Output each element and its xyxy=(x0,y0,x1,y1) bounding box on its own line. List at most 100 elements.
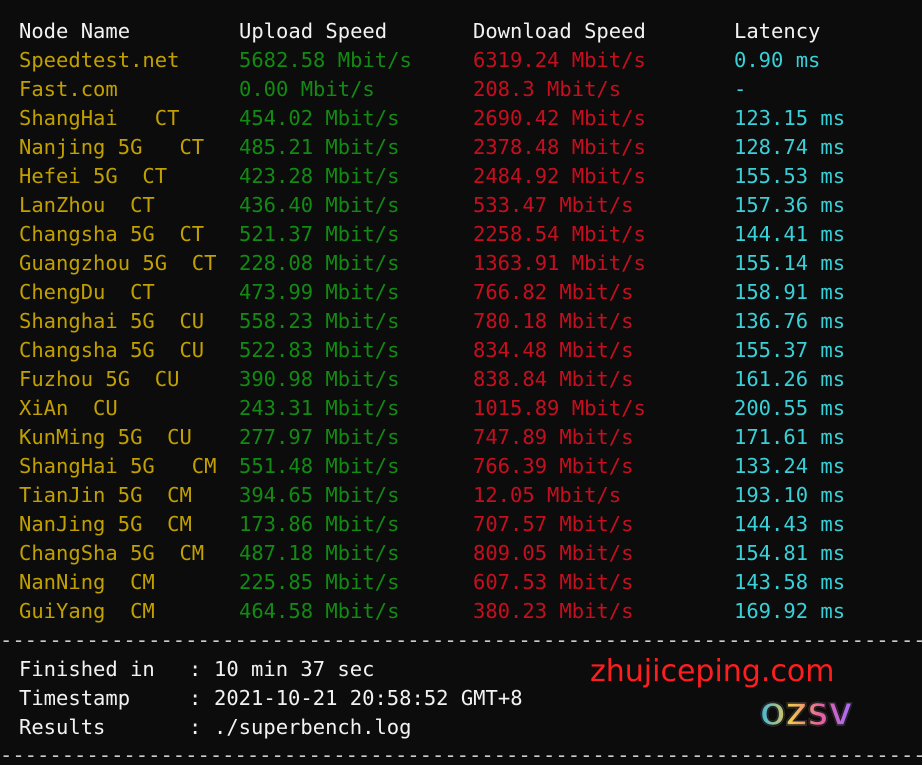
table-row: ShangHai CT 454.02 Mbit/s 2690.42 Mbit/s 12… xyxy=(0,104,922,133)
table-row: Changsha 5G CT 521.37 Mbit/s 2258.54 Mbit/… xyxy=(0,220,922,249)
table-row: XiAn CU 243.31 Mbit/s 1015.89 Mbit/s 200.55… xyxy=(0,394,922,423)
node-name: Guangzhou 5G CT xyxy=(19,251,217,275)
node-name: Nanjing 5G CT xyxy=(19,135,205,159)
latency: 158.91 ms xyxy=(734,280,846,304)
upload-speed: 485.21 Mbit/s xyxy=(239,135,400,159)
node-name: ShangHai 5G CM xyxy=(19,454,217,478)
upload-speed: 173.86 Mbit/s xyxy=(239,512,400,536)
upload-speed: 243.31 Mbit/s xyxy=(239,396,400,420)
node-name: Changsha 5G CU xyxy=(19,338,205,362)
download-speed: 208.3 Mbit/s xyxy=(473,77,622,101)
latency: 0.90 ms xyxy=(734,48,821,72)
table-row: LanZhou CT 436.40 Mbit/s 533.47 Mbit/s 157.… xyxy=(0,191,922,220)
download-speed: 2690.42 Mbit/s xyxy=(473,106,646,130)
latency: 200.55 ms xyxy=(734,396,846,420)
download-speed: 834.48 Mbit/s xyxy=(473,338,634,362)
upload-speed: 0.00 Mbit/s xyxy=(239,77,375,101)
latency: 133.24 ms xyxy=(734,454,846,478)
latency: 155.37 ms xyxy=(734,338,846,362)
table-row: Fast.com 0.00 Mbit/s 208.3 Mbit/s - xyxy=(0,75,922,104)
download-speed: 607.53 Mbit/s xyxy=(473,570,634,594)
latency: 154.81 ms xyxy=(734,541,846,565)
header-download-speed: Download Speed xyxy=(473,19,646,43)
summary-row: Results: ./superbench.log xyxy=(0,713,580,742)
download-speed: 809.05 Mbit/s xyxy=(473,541,634,565)
node-name: XiAn CU xyxy=(19,396,118,420)
download-speed: 780.18 Mbit/s xyxy=(473,309,634,333)
upload-speed: 225.85 Mbit/s xyxy=(239,570,400,594)
download-speed: 533.47 Mbit/s xyxy=(473,193,634,217)
upload-speed: 473.99 Mbit/s xyxy=(239,280,400,304)
node-name: Shanghai 5G CU xyxy=(19,309,205,333)
download-speed: 838.84 Mbit/s xyxy=(473,367,634,391)
ozsv-logo: OZSV xyxy=(759,697,853,734)
header-upload-speed: Upload Speed xyxy=(239,19,388,43)
upload-speed: 558.23 Mbit/s xyxy=(239,309,400,333)
node-name: GuiYang CM xyxy=(19,599,155,623)
latency: 136.76 ms xyxy=(734,309,846,333)
download-speed: 2258.54 Mbit/s xyxy=(473,222,646,246)
upload-speed: 423.28 Mbit/s xyxy=(239,164,400,188)
node-name: KunMing 5G CU xyxy=(19,425,192,449)
summary-label: Finished in xyxy=(19,657,155,681)
table-row: Speedtest.net 5682.58 Mbit/s 6319.24 Mbit/… xyxy=(0,46,922,75)
summary-separator: : xyxy=(189,715,202,739)
watermark-text: zhujiceping.com xyxy=(590,654,835,689)
node-name: ShangHai CT xyxy=(19,106,180,130)
download-speed: 766.82 Mbit/s xyxy=(473,280,634,304)
summary-label: Timestamp xyxy=(19,686,131,710)
summary-separator: : xyxy=(189,686,202,710)
download-speed: 1363.91 Mbit/s xyxy=(473,251,646,275)
divider: ----------------------------------------… xyxy=(0,745,922,765)
upload-speed: 521.37 Mbit/s xyxy=(239,222,400,246)
latency: 123.15 ms xyxy=(734,106,846,130)
node-name: NanNing CM xyxy=(19,570,155,594)
latency: 161.26 ms xyxy=(734,367,846,391)
download-speed: 2484.92 Mbit/s xyxy=(473,164,646,188)
summary-value: ./superbench.log xyxy=(214,715,412,739)
table-row: Nanjing 5G CT 485.21 Mbit/s 2378.48 Mbit/s… xyxy=(0,133,922,162)
summary-row: Finished in:10 min 37 sec xyxy=(0,655,580,684)
table-row: KunMing 5G CU 277.97 Mbit/s 747.89 Mbit/s 1… xyxy=(0,423,922,452)
latency: 193.10 ms xyxy=(734,483,846,507)
table-row: Changsha 5G CU 522.83 Mbit/s 834.48 Mbit/s… xyxy=(0,336,922,365)
node-name: Fast.com xyxy=(19,77,118,101)
upload-speed: 390.98 Mbit/s xyxy=(239,367,400,391)
table-row: Hefei 5G CT 423.28 Mbit/s 2484.92 Mbit/s 15… xyxy=(0,162,922,191)
table-row: ChengDu CT 473.99 Mbit/s 766.82 Mbit/s 158.… xyxy=(0,278,922,307)
latency: 155.53 ms xyxy=(734,164,846,188)
upload-speed: 228.08 Mbit/s xyxy=(239,251,400,275)
upload-speed: 5682.58 Mbit/s xyxy=(239,48,412,72)
summary-row: Timestamp:2021-10-21 20:58:52 GMT+8 xyxy=(0,684,580,713)
latency: 157.36 ms xyxy=(734,193,846,217)
latency: 144.41 ms xyxy=(734,222,846,246)
download-speed: 707.57 Mbit/s xyxy=(473,512,634,536)
upload-speed: 464.58 Mbit/s xyxy=(239,599,400,623)
upload-speed: 522.83 Mbit/s xyxy=(239,338,400,362)
download-speed: 2378.48 Mbit/s xyxy=(473,135,646,159)
node-name: ChengDu CT xyxy=(19,280,155,304)
header-node-name: Node Name xyxy=(19,19,131,43)
summary-separator: : xyxy=(189,657,202,681)
download-speed: 380.23 Mbit/s xyxy=(473,599,634,623)
download-speed: 766.39 Mbit/s xyxy=(473,454,634,478)
node-name: Speedtest.net xyxy=(19,48,180,72)
download-speed: 6319.24 Mbit/s xyxy=(473,48,646,72)
upload-speed: 487.18 Mbit/s xyxy=(239,541,400,565)
upload-speed: 551.48 Mbit/s xyxy=(239,454,400,478)
divider: ----------------------------------------… xyxy=(0,630,922,650)
latency: 155.14 ms xyxy=(734,251,846,275)
latency: 169.92 ms xyxy=(734,599,846,623)
latency: 128.74 ms xyxy=(734,135,846,159)
node-name: ChangSha 5G CM xyxy=(19,541,205,565)
node-name: NanJing 5G CM xyxy=(19,512,192,536)
table-row: NanJing 5G CM 173.86 Mbit/s 707.57 Mbit/s 1… xyxy=(0,510,922,539)
table-row: GuiYang CM 464.58 Mbit/s 380.23 Mbit/s 169.… xyxy=(0,597,922,626)
table-row: NanNing CM 225.85 Mbit/s 607.53 Mbit/s 143.… xyxy=(0,568,922,597)
table-row: ChangSha 5G CM 487.18 Mbit/s 809.05 Mbit/s… xyxy=(0,539,922,568)
upload-speed: 436.40 Mbit/s xyxy=(239,193,400,217)
summary-label: Results xyxy=(19,715,106,739)
table-row: Shanghai 5G CU 558.23 Mbit/s 780.18 Mbit/s… xyxy=(0,307,922,336)
table-row: ShangHai 5G CM 551.48 Mbit/s 766.39 Mbit/s… xyxy=(0,452,922,481)
latency: 143.58 ms xyxy=(734,570,846,594)
